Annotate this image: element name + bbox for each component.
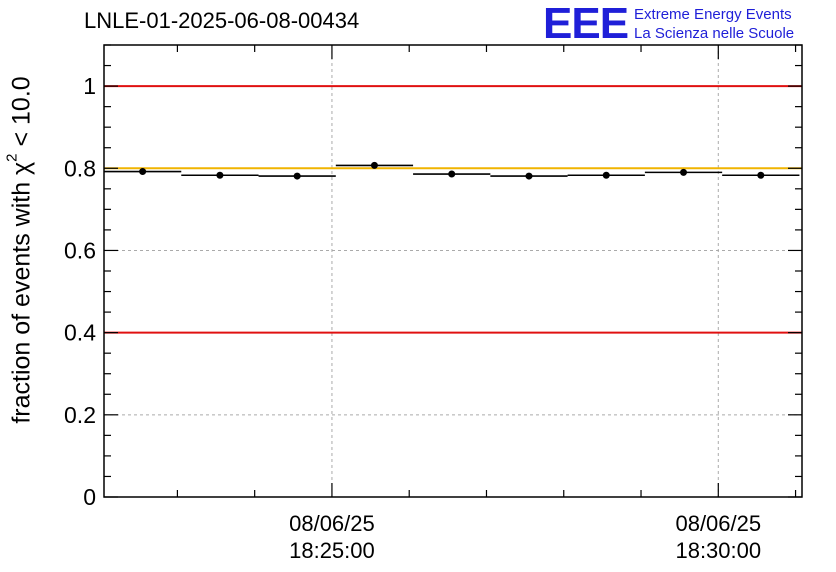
logo-mark: EEE bbox=[543, 0, 629, 48]
y-axis-label-sup: 2 bbox=[3, 153, 21, 162]
eee-logo: EEE Extreme Energy Events La Scienza nel… bbox=[543, 2, 794, 46]
logo-line-1: Extreme Energy Events bbox=[634, 6, 792, 23]
data-point bbox=[448, 170, 456, 178]
y-axis-label-wrap: fraction of events with χ2 < 10.0 bbox=[0, 0, 44, 572]
x-tick-label-time: 18:30:00 bbox=[675, 538, 761, 563]
data-point bbox=[216, 171, 224, 179]
x-tick-label-date: 08/06/25 bbox=[289, 511, 375, 536]
data-point bbox=[293, 172, 301, 180]
logo-text: Extreme Energy Events La Scienza nelle S… bbox=[634, 5, 794, 43]
data-point bbox=[680, 168, 688, 176]
data-point bbox=[139, 168, 147, 176]
y-tick-label: 1 bbox=[83, 73, 96, 99]
y-tick-label: 0.4 bbox=[64, 320, 96, 346]
y-axis-label-main: fraction of events with χ bbox=[7, 161, 36, 424]
plot-frame bbox=[103, 44, 803, 498]
data-point bbox=[525, 172, 533, 180]
data-point bbox=[602, 171, 610, 179]
logo-line-2: La Scienza nelle Scuole bbox=[634, 25, 795, 42]
y-tick-label: 0.6 bbox=[64, 237, 96, 263]
x-tick-label-date: 08/06/25 bbox=[675, 511, 761, 536]
y-tick-label: 0 bbox=[83, 484, 96, 510]
y-tick-label: 0.2 bbox=[64, 402, 96, 428]
y-axis-label: fraction of events with χ2 < 10.0 bbox=[3, 76, 36, 424]
y-axis-label-tail: < 10.0 bbox=[7, 76, 36, 154]
data-point bbox=[370, 161, 378, 169]
y-tick-label: 0.8 bbox=[64, 155, 96, 181]
chart-title: LNLE-01-2025-06-08-00434 bbox=[84, 8, 360, 33]
x-tick-label-time: 18:25:00 bbox=[289, 538, 375, 563]
data-point bbox=[757, 171, 765, 179]
